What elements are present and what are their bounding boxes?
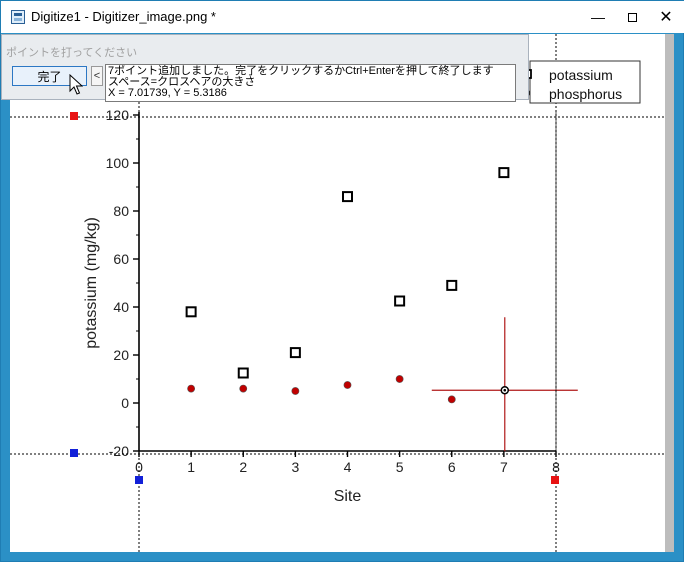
spreadsheet-icon xyxy=(11,10,25,24)
picked-point-center xyxy=(503,388,507,392)
phosphorus-point xyxy=(291,387,300,395)
x-max-handle xyxy=(551,476,559,484)
y-tick-label: 40 xyxy=(113,299,129,315)
phosphorus-point xyxy=(395,375,404,383)
instruction-hint: ポイントを打ってください xyxy=(6,47,138,59)
maximize-icon xyxy=(627,12,637,22)
coordinate-readout: X = 7.01739, Y = 5.3186 xyxy=(108,87,227,99)
image-canvas[interactable]: -20020406080100120012345678Sitepotassium… xyxy=(10,34,674,552)
x-tick-label: 2 xyxy=(239,459,247,475)
x-tick-label: 7 xyxy=(500,459,508,475)
potassium-point xyxy=(237,367,249,379)
y-max-handle xyxy=(70,112,78,120)
legend-box xyxy=(529,60,641,104)
potassium-point xyxy=(185,306,197,318)
y-tick-label: 80 xyxy=(113,203,129,219)
x-tick-label: 3 xyxy=(291,459,299,475)
x-tick-label: 1 xyxy=(187,459,195,475)
phosphorus-point xyxy=(187,384,196,393)
phosphorus-point xyxy=(447,395,456,404)
close-icon: ✕ xyxy=(659,9,673,26)
y-tick-label: 120 xyxy=(106,107,130,123)
minimize-button[interactable]: — xyxy=(581,1,615,33)
mouse-pointer-icon xyxy=(69,74,83,95)
x-tick-label: 5 xyxy=(396,459,404,475)
y-tick-label: 60 xyxy=(113,251,129,267)
y-axis-title: potassium (mg/kg) xyxy=(83,217,100,349)
window-title: Digitize1 - Digitizer_image.png * xyxy=(31,9,216,24)
y-tick-label: 20 xyxy=(113,347,129,363)
potassium-point xyxy=(342,191,353,203)
title-bar: Digitize1 - Digitizer_image.png * — ✕ xyxy=(1,1,684,33)
done-button[interactable]: 完了 xyxy=(12,66,87,86)
phosphorus-point xyxy=(343,381,352,389)
potassium-point xyxy=(394,295,406,307)
close-button[interactable]: ✕ xyxy=(649,1,683,33)
x-tick-label: 4 xyxy=(344,459,352,475)
maximize-button[interactable] xyxy=(615,1,649,33)
y-min-handle xyxy=(70,449,78,457)
x-tick-label: 6 xyxy=(448,459,456,475)
minimize-icon: — xyxy=(591,9,605,25)
digitize-toolbar-overlay: ポイントを打ってください 完了 < 7ポイント追加しました。完了をクリックするか… xyxy=(1,34,529,102)
potassium-point xyxy=(446,279,458,291)
y-tick-label: 100 xyxy=(106,155,130,171)
y-tick-label: -20 xyxy=(109,443,129,459)
digitizer-chart: -20020406080100120012345678Sitepotassium… xyxy=(10,34,665,552)
status-line-2: スペース=クロスヘアの大きさ xyxy=(108,76,256,88)
legend-label-phosphorus: phosphorus xyxy=(549,86,622,102)
status-line-1: 7ポイント追加しました。完了をクリックするかCtrl+Enterを押して終了しま… xyxy=(108,65,494,77)
potassium-point xyxy=(289,347,301,359)
x-axis-title: Site xyxy=(334,488,362,505)
collapse-button[interactable]: < xyxy=(91,66,103,86)
x-min-handle xyxy=(135,476,143,484)
legend-label-potassium: potassium xyxy=(549,67,613,83)
status-message-box: 7ポイント追加しました。完了をクリックするかCtrl+Enterを押して終了しま… xyxy=(105,64,516,102)
potassium-point xyxy=(498,167,510,179)
y-tick-label: 0 xyxy=(121,395,129,411)
vertical-scrollbar[interactable] xyxy=(665,34,674,552)
phosphorus-point xyxy=(239,384,248,393)
